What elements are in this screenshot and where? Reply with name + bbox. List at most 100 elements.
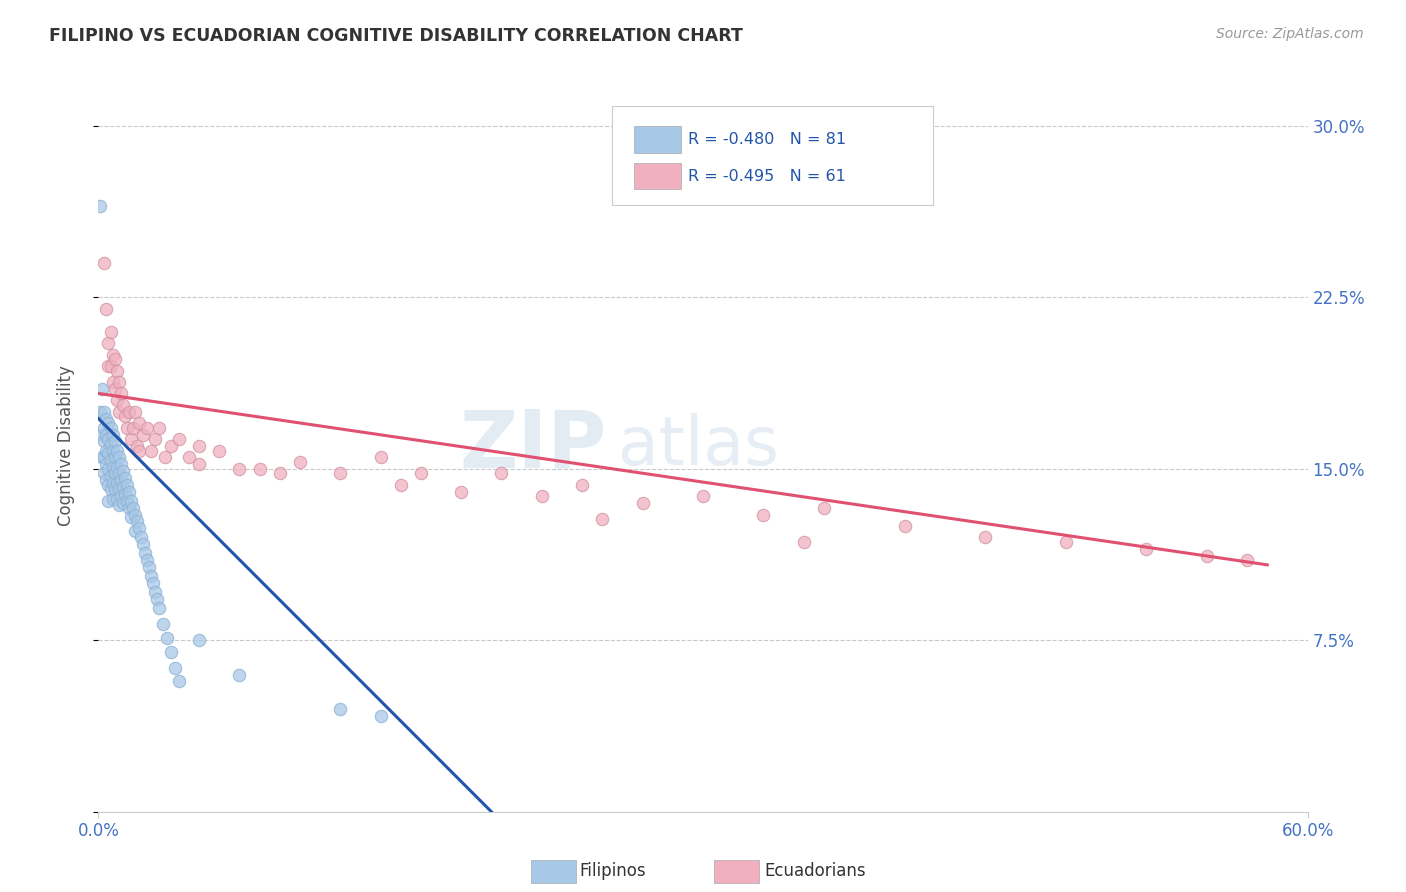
Point (107, 405, 129, 419)
Point (96, 427, 118, 442)
Point (93, 434, 115, 449)
Point (93, 450, 115, 465)
Point (138, 560, 160, 574)
Point (132, 537, 155, 551)
Point (530, 489, 553, 503)
Point (128, 443, 150, 458)
Point (105, 443, 128, 458)
Point (152, 617, 174, 632)
Point (110, 473, 132, 487)
Point (114, 409, 136, 424)
Point (97, 432, 120, 446)
Point (142, 576, 165, 591)
Point (111, 496, 134, 510)
Point (118, 405, 141, 419)
Point (793, 535, 815, 549)
Point (631, 496, 654, 510)
Point (110, 489, 132, 503)
Point (115, 478, 138, 492)
Point (101, 459, 124, 474)
Point (179, 450, 201, 465)
Point (97, 416, 120, 430)
Y-axis label: Cognitive Disability: Cognitive Disability (56, 366, 75, 526)
Point (148, 601, 170, 615)
Point (111, 398, 134, 412)
Point (100, 468, 122, 483)
Point (1054, 535, 1077, 549)
Point (91, 450, 114, 465)
Point (101, 443, 124, 458)
Point (107, 450, 129, 465)
Point (139, 569, 162, 583)
Point (370, 708, 392, 723)
Point (101, 347, 124, 362)
Point (1195, 549, 1218, 563)
Point (105, 363, 128, 377)
Point (269, 467, 291, 481)
Point (329, 702, 352, 716)
Point (107, 483, 129, 497)
Point (97, 359, 120, 373)
Point (228, 462, 250, 476)
Point (96, 411, 118, 425)
Point (143, 585, 166, 599)
Point (249, 462, 271, 476)
Point (105, 491, 128, 506)
Point (188, 439, 211, 453)
Point (93, 405, 115, 419)
Point (156, 631, 179, 645)
Point (146, 592, 169, 607)
Point (105, 459, 128, 474)
Point (160, 439, 183, 453)
Point (132, 427, 155, 442)
Point (111, 480, 134, 494)
Point (974, 530, 997, 544)
Point (409, 467, 432, 481)
Point (100, 325, 122, 339)
Point (163, 661, 186, 675)
Point (288, 455, 311, 469)
Point (103, 467, 125, 481)
Text: Ecuadorians: Ecuadorians (765, 863, 866, 880)
Point (591, 512, 613, 526)
Point (370, 450, 392, 465)
Point (103, 483, 125, 497)
Point (100, 483, 122, 497)
Point (124, 508, 146, 522)
Point (96, 443, 118, 458)
Point (111, 464, 134, 478)
Point (118, 484, 141, 499)
Text: Source: ZipAtlas.com: Source: ZipAtlas.com (1216, 27, 1364, 41)
Point (120, 509, 142, 524)
Point (752, 508, 775, 522)
Point (188, 633, 211, 648)
Point (139, 443, 162, 458)
Point (128, 416, 150, 430)
Point (100, 421, 122, 435)
Point (124, 405, 146, 419)
Text: Filipinos: Filipinos (579, 863, 645, 880)
Point (571, 478, 593, 492)
Point (89, 199, 111, 213)
Point (110, 386, 132, 401)
Point (450, 484, 472, 499)
Point (114, 487, 136, 501)
Point (128, 521, 150, 535)
Point (115, 421, 138, 435)
Point (105, 393, 128, 408)
Point (188, 458, 211, 472)
Point (103, 450, 125, 465)
Point (97, 336, 120, 351)
Point (97, 462, 120, 476)
Point (101, 427, 124, 442)
Point (208, 443, 231, 458)
FancyBboxPatch shape (613, 106, 932, 204)
Point (107, 499, 129, 513)
Text: R = -0.480   N = 81: R = -0.480 N = 81 (689, 132, 846, 147)
Point (813, 500, 835, 515)
FancyBboxPatch shape (634, 127, 682, 153)
Point (105, 475, 128, 490)
Point (135, 421, 157, 435)
Point (103, 352, 125, 367)
Point (167, 674, 190, 689)
